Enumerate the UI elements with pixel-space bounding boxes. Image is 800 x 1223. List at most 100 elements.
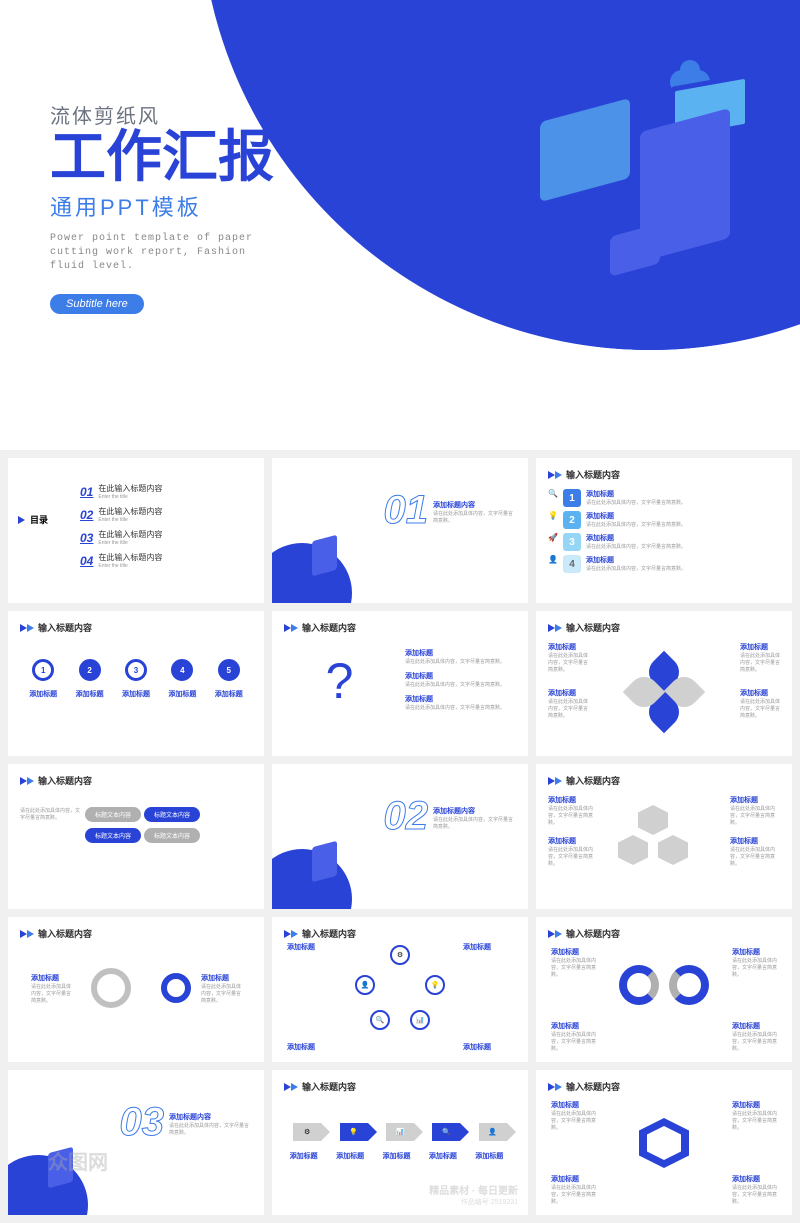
toc-slide: 目录 01在此输入标题内容Enter the title 02在此输入标题内容E… bbox=[8, 458, 264, 603]
infinity-diagram bbox=[619, 965, 709, 1005]
arrow-icon bbox=[548, 777, 555, 785]
section-divider-slide: 03 添加标题内容 请在此处添加具体内容，文字尽量言简意赅。 众图网 bbox=[8, 1070, 264, 1215]
timeline-node: 5 bbox=[218, 659, 240, 681]
pill-label: 标题文本内容 bbox=[144, 828, 200, 843]
pentagon-node: 🔍 bbox=[370, 1010, 390, 1030]
gears-slide: 输入标题内容 添加标题请在此处添加具体内容，文字尽量言简意赅。 添加标题请在此处… bbox=[8, 917, 264, 1062]
arrow-icon bbox=[20, 777, 27, 785]
section-number: 01 bbox=[384, 488, 429, 533]
pentagon-node: ⚙ bbox=[390, 945, 410, 965]
slide-title: 输入标题内容 bbox=[38, 927, 92, 940]
hexagon-center-slide: 输入标题内容 添加标题请在此处添加具体内容，文字尽量言简意赅。 添加标题请在此处… bbox=[536, 1070, 792, 1215]
footer-sub: 作品编号:2519231 bbox=[429, 1197, 518, 1207]
arrow-icon bbox=[555, 1083, 562, 1091]
toc-item: 03在此输入标题内容Enter the title bbox=[80, 529, 252, 546]
numbered-list-slide: 输入标题内容 🔍1添加标题请在此处添加具体内容，文字尽量言简意赅。 💡2添加标题… bbox=[536, 458, 792, 603]
slide-title: 输入标题内容 bbox=[302, 621, 356, 634]
arrow-icon bbox=[291, 1083, 298, 1091]
slide-title: 输入标题内容 bbox=[302, 927, 356, 940]
slides-grid: 目录 01在此输入标题内容Enter the title 02在此输入标题内容E… bbox=[0, 450, 800, 1223]
arrow-icon bbox=[18, 516, 25, 524]
list-item: 🚀3添加标题请在此处添加具体内容，文字尽量言简意赅。 bbox=[548, 533, 780, 551]
question-slide: 输入标题内容 ? 添加标题请在此处添加具体内容，文字尽量言简意赅。 添加标题请在… bbox=[272, 611, 528, 756]
section-title: 添加标题内容 bbox=[169, 1112, 249, 1122]
timeline-node: 2 bbox=[79, 659, 101, 681]
arrow-icon bbox=[20, 624, 27, 632]
flower-slide: 输入标题内容 添加标题请在此处添加具体内容，文字尽量言简意赅。添加标题请在此处添… bbox=[536, 611, 792, 756]
pentagon-node: 💡 bbox=[425, 975, 445, 995]
arrow-icon bbox=[284, 624, 291, 632]
slide-title: 输入标题内容 bbox=[566, 1080, 620, 1093]
list-item: 👤4添加标题请在此处添加具体内容，文字尽量言简意赅。 bbox=[548, 555, 780, 573]
arrow-icon bbox=[27, 624, 34, 632]
question-mark-icon: ? bbox=[284, 652, 395, 710]
hero-slide: 流体剪纸风 工作汇报 通用PPT模板 Power point template … bbox=[0, 0, 800, 450]
section-divider-slide: 01 添加标题内容 请在此处添加具体内容，文字尽量言简意赅。 bbox=[272, 458, 528, 603]
infinity-slide: 输入标题内容 添加标题请在此处添加具体内容，文字尽量言简意赅。 添加标题请在此处… bbox=[536, 917, 792, 1062]
process-step: 📊 bbox=[386, 1123, 414, 1141]
slide-title: 输入标题内容 bbox=[566, 927, 620, 940]
pill-label: 标题文本内容 bbox=[85, 828, 141, 843]
timeline-node: 1 bbox=[32, 659, 54, 681]
slide-title: 输入标题内容 bbox=[38, 621, 92, 634]
process-chain: ⚙ 💡 📊 🔍 👤 bbox=[284, 1123, 516, 1141]
arrow-icon bbox=[284, 1083, 291, 1091]
arrow-icon bbox=[548, 930, 555, 938]
flower-diagram bbox=[629, 657, 699, 727]
hex-node bbox=[618, 835, 648, 865]
arrow-icon bbox=[284, 930, 291, 938]
toc-item: 01在此输入标题内容Enter the title bbox=[80, 483, 252, 500]
slide-title: 输入标题内容 bbox=[566, 468, 620, 481]
hero-text-block: 流体剪纸风 工作汇报 通用PPT模板 Power point template … bbox=[50, 100, 274, 314]
hex-node bbox=[658, 835, 688, 865]
timeline-slide: 输入标题内容 1 2 3 4 5 添加标题 添加标题 添加标题 添加标题 添加标… bbox=[8, 611, 264, 756]
arrow-icon bbox=[27, 777, 34, 785]
hexagon-cluster-slide: 输入标题内容 添加标题请在此处添加具体内容，文字尽量言简意赅。添加标题请在此处添… bbox=[536, 764, 792, 909]
arrow-icon bbox=[555, 930, 562, 938]
sub-title: 通用PPT模板 bbox=[50, 190, 274, 222]
process-step: 👤 bbox=[479, 1123, 507, 1141]
arrow-icon bbox=[20, 930, 27, 938]
pentagon-slide: 输入标题内容 ⚙ 💡 📊 🔍 👤 添加标题 添加标题 添加标题 添加标题 bbox=[272, 917, 528, 1062]
arrow-icon bbox=[27, 930, 34, 938]
process-step: ⚙ bbox=[293, 1123, 321, 1141]
slide-title: 输入标题内容 bbox=[566, 621, 620, 634]
slide-title: 输入标题内容 bbox=[38, 774, 92, 787]
english-caption: Power point template of paper cutting wo… bbox=[50, 232, 274, 274]
hex-node bbox=[638, 805, 668, 835]
arrow-icon bbox=[291, 624, 298, 632]
timeline-node: 3 bbox=[125, 659, 147, 681]
section-divider-slide: 02 添加标题内容 请在此处添加具体内容，文字尽量言简意赅。 bbox=[272, 764, 528, 909]
gear-icon bbox=[161, 973, 191, 1003]
footer-main: 精品素材 · 每日更新 bbox=[429, 1182, 518, 1197]
arrow-icon bbox=[555, 624, 562, 632]
pentagon-diagram: ⚙ 💡 📊 🔍 👤 bbox=[365, 955, 435, 1025]
toc-item: 02在此输入标题内容Enter the title bbox=[80, 506, 252, 523]
pill-label: 标题文本内容 bbox=[85, 807, 141, 822]
watermark: 众图网 bbox=[48, 1146, 108, 1175]
toc-label: 目录 bbox=[30, 513, 48, 526]
gear-icon bbox=[91, 968, 131, 1008]
arrow-icon bbox=[548, 624, 555, 632]
arrow-process-slide: 输入标题内容 ⚙ 💡 📊 🔍 👤 添加标题 添加标题 添加标题 添加标题 添加标… bbox=[272, 1070, 528, 1215]
slide-title: 输入标题内容 bbox=[566, 774, 620, 787]
list-item: 🔍1添加标题请在此处添加具体内容，文字尽量言简意赅。 bbox=[548, 489, 780, 507]
slide-title: 输入标题内容 bbox=[302, 1080, 356, 1093]
section-title: 添加标题内容 bbox=[433, 806, 513, 816]
pentagon-node: 👤 bbox=[355, 975, 375, 995]
mini-server-icon bbox=[312, 841, 337, 883]
mini-server-icon bbox=[312, 535, 337, 577]
section-number: 02 bbox=[384, 794, 429, 839]
process-step: 💡 bbox=[340, 1123, 368, 1141]
arrow-icon bbox=[548, 1083, 555, 1091]
arrow-icon bbox=[291, 930, 298, 938]
list-item: 💡2添加标题请在此处添加具体内容，文字尽量言简意赅。 bbox=[548, 511, 780, 529]
toc-item: 04在此输入标题内容Enter the title bbox=[80, 552, 252, 569]
arrow-icon bbox=[548, 471, 555, 479]
hexagon-center bbox=[639, 1118, 689, 1168]
arrow-icon bbox=[555, 471, 562, 479]
main-title: 工作汇报 bbox=[50, 129, 274, 185]
pill-label: 标题文本内容 bbox=[144, 807, 200, 822]
section-number: 03 bbox=[120, 1100, 165, 1145]
process-step: 🔍 bbox=[432, 1123, 460, 1141]
